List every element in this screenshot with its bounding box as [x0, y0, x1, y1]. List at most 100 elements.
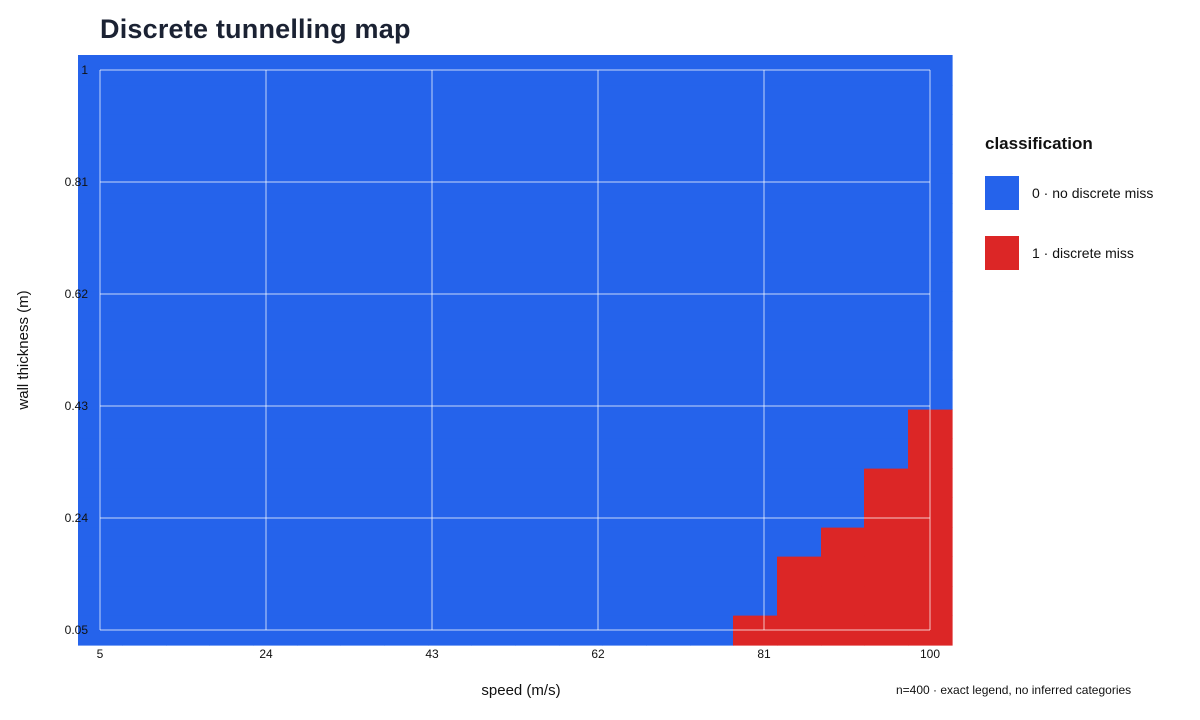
x-tick-label: 81	[757, 647, 771, 661]
heatmap-cell	[209, 350, 254, 380]
heatmap-cell	[559, 144, 603, 174]
heatmap-cell	[777, 527, 822, 557]
heatmap-cell	[690, 350, 734, 380]
heatmap-cell	[559, 291, 603, 322]
heatmap-cell	[690, 144, 734, 174]
legend-item-no-miss: 0 · no discrete miss	[985, 176, 1185, 210]
heatmap-cell	[253, 468, 298, 498]
x-tick-label: 100	[920, 647, 940, 661]
heatmap-cell	[340, 262, 385, 292]
heatmap-cell	[340, 468, 385, 498]
legend-label-no-miss: 0 · no discrete miss	[1032, 185, 1154, 201]
heatmap-cell	[559, 586, 603, 616]
heatmap-cell	[384, 438, 429, 469]
heatmap-cell	[297, 321, 341, 351]
heatmap-cell	[559, 497, 603, 528]
heatmap-cell	[122, 203, 167, 233]
heatmap-cell	[166, 556, 210, 587]
heatmap-cell	[340, 114, 385, 145]
heatmap-cell	[384, 586, 429, 616]
y-axis-ticks: 1 0.81 0.62 0.43 0.24 0.05	[65, 63, 89, 637]
heatmap-cell	[559, 232, 603, 263]
heatmap-cell	[602, 586, 647, 616]
heatmap-cell	[166, 203, 210, 233]
heatmap-cell	[253, 203, 298, 233]
heatmap-cell	[733, 438, 778, 469]
heatmap-cell	[733, 379, 778, 410]
heatmap-cell	[471, 173, 516, 204]
heatmap-cell	[733, 291, 778, 322]
heatmap-cell	[297, 379, 341, 410]
heatmap-cell	[690, 556, 734, 587]
heatmap-cell	[297, 173, 341, 204]
heatmap-cell	[515, 497, 560, 528]
heatmap-cell	[515, 438, 560, 469]
heatmap-cell	[602, 556, 647, 587]
heatmap-cell	[471, 379, 516, 410]
heatmap-cell	[209, 438, 254, 469]
heatmap-cell	[166, 321, 210, 351]
heatmap-cell	[646, 232, 691, 263]
heatmap-cell	[297, 262, 341, 292]
heatmap-cell	[821, 85, 865, 115]
heatmap-cell	[384, 144, 429, 174]
heatmap-cell	[122, 350, 167, 380]
heatmap-cell	[690, 497, 734, 528]
heatmap-cell	[122, 527, 167, 557]
heatmap-cell	[559, 321, 603, 351]
heatmap-cell	[602, 232, 647, 263]
heatmap-cell	[384, 527, 429, 557]
heatmap-cell	[646, 350, 691, 380]
heatmap-cell	[297, 291, 341, 322]
heatmap-cell	[471, 203, 516, 233]
heatmap-cell	[340, 291, 385, 322]
heatmap-cell	[864, 438, 909, 469]
heatmap-cell	[821, 438, 865, 469]
heatmap-cell	[864, 85, 909, 115]
heatmap-cell	[690, 379, 734, 410]
heatmap-cell	[384, 350, 429, 380]
heatmap-cell	[384, 468, 429, 498]
heatmap-cell	[340, 527, 385, 557]
heatmap-cell	[733, 85, 778, 115]
heatmap-cell	[209, 203, 254, 233]
heatmap-cell	[690, 527, 734, 557]
heatmap-cell	[777, 497, 822, 528]
legend: classification 0 · no discrete miss 1 · …	[985, 134, 1185, 296]
heatmap-cell	[559, 379, 603, 410]
heatmap-cell	[733, 262, 778, 292]
heatmap-cell	[777, 144, 822, 174]
heatmap-cell	[646, 321, 691, 351]
heatmap-cell	[515, 144, 560, 174]
x-tick-label: 24	[259, 647, 273, 661]
heatmap-cell	[821, 379, 865, 410]
heatmap-cell	[471, 438, 516, 469]
heatmap-cell	[428, 173, 472, 204]
heatmap-cell	[471, 556, 516, 587]
heatmap-cell	[559, 262, 603, 292]
heatmap-cell	[166, 173, 210, 204]
heatmap-cell	[690, 468, 734, 498]
legend-swatch-no-miss	[985, 176, 1019, 210]
heatmap-cell	[297, 85, 341, 115]
heatmap-cell	[471, 497, 516, 528]
heatmap-cell	[602, 409, 647, 439]
heatmap-cell	[777, 85, 822, 115]
heatmap-cell	[471, 468, 516, 498]
heatmap-cell	[166, 291, 210, 322]
heatmap-cell	[122, 262, 167, 292]
heatmap-cell	[340, 379, 385, 410]
heatmap-cell	[864, 321, 909, 351]
heatmap-cell	[821, 556, 865, 587]
heatmap-cell	[471, 232, 516, 263]
heatmap-cell	[340, 586, 385, 616]
heatmap-cell	[733, 468, 778, 498]
heatmap-cell	[428, 497, 472, 528]
heatmap-cell	[864, 586, 909, 616]
heatmap-cell	[209, 321, 254, 351]
heatmap-cell	[559, 527, 603, 557]
heatmap-cell	[340, 173, 385, 204]
heatmap-cell	[777, 556, 822, 587]
heatmap-cell	[166, 409, 210, 439]
heatmap-cell	[559, 438, 603, 469]
